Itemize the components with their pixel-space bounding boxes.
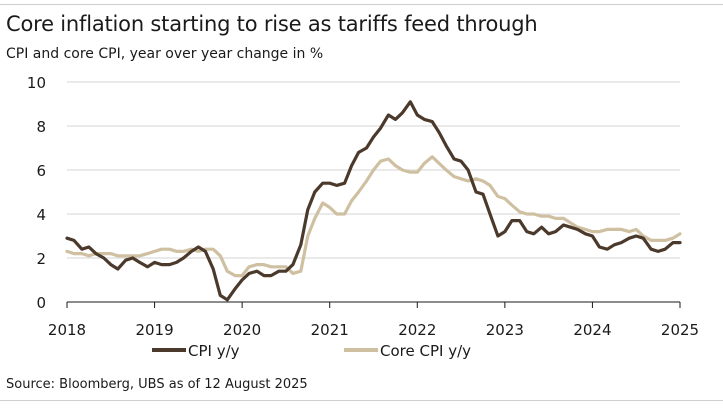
x-tick-label: 2024: [573, 321, 611, 339]
axes: 0 2 4 6 8 10 2018 2019 2020 2021 2022 2023 2024 2025: [27, 74, 699, 339]
grid-lines: [67, 81, 680, 259]
y-tick-label: 4: [36, 206, 46, 224]
x-tick-label: 2025: [661, 321, 699, 339]
x-tick-label: 2022: [398, 321, 436, 339]
legend-label-core-cpi: Core CPI y/y: [380, 342, 471, 360]
chart-title: Core inflation starting to rise as tarif…: [6, 12, 538, 36]
x-tick-label: 2020: [223, 321, 261, 339]
x-tick-label: 2018: [48, 321, 86, 339]
series-line-cpi: [65, 100, 682, 302]
legend-label-cpi: CPI y/y: [188, 342, 240, 360]
x-tick-label: 2019: [135, 321, 173, 339]
bottom-rule: [0, 400, 723, 401]
top-rule: [0, 4, 723, 5]
source-note: Source: Bloomberg, UBS as of 12 August 2…: [6, 377, 308, 392]
y-tick-label: 0: [36, 294, 46, 312]
series-line-core-cpi: [65, 155, 682, 278]
x-tick-label: 2023: [486, 321, 524, 339]
series-lines: [65, 100, 682, 302]
y-tick-label: 8: [36, 118, 46, 136]
y-tick-label: 10: [27, 74, 46, 92]
legend: CPI y/y Core CPI y/y: [152, 342, 471, 360]
chart-subtitle: CPI and core CPI, year over year change …: [6, 46, 324, 62]
y-tick-label: 2: [36, 250, 46, 268]
y-tick-label: 6: [36, 162, 46, 180]
x-tick-label: 2021: [311, 321, 349, 339]
